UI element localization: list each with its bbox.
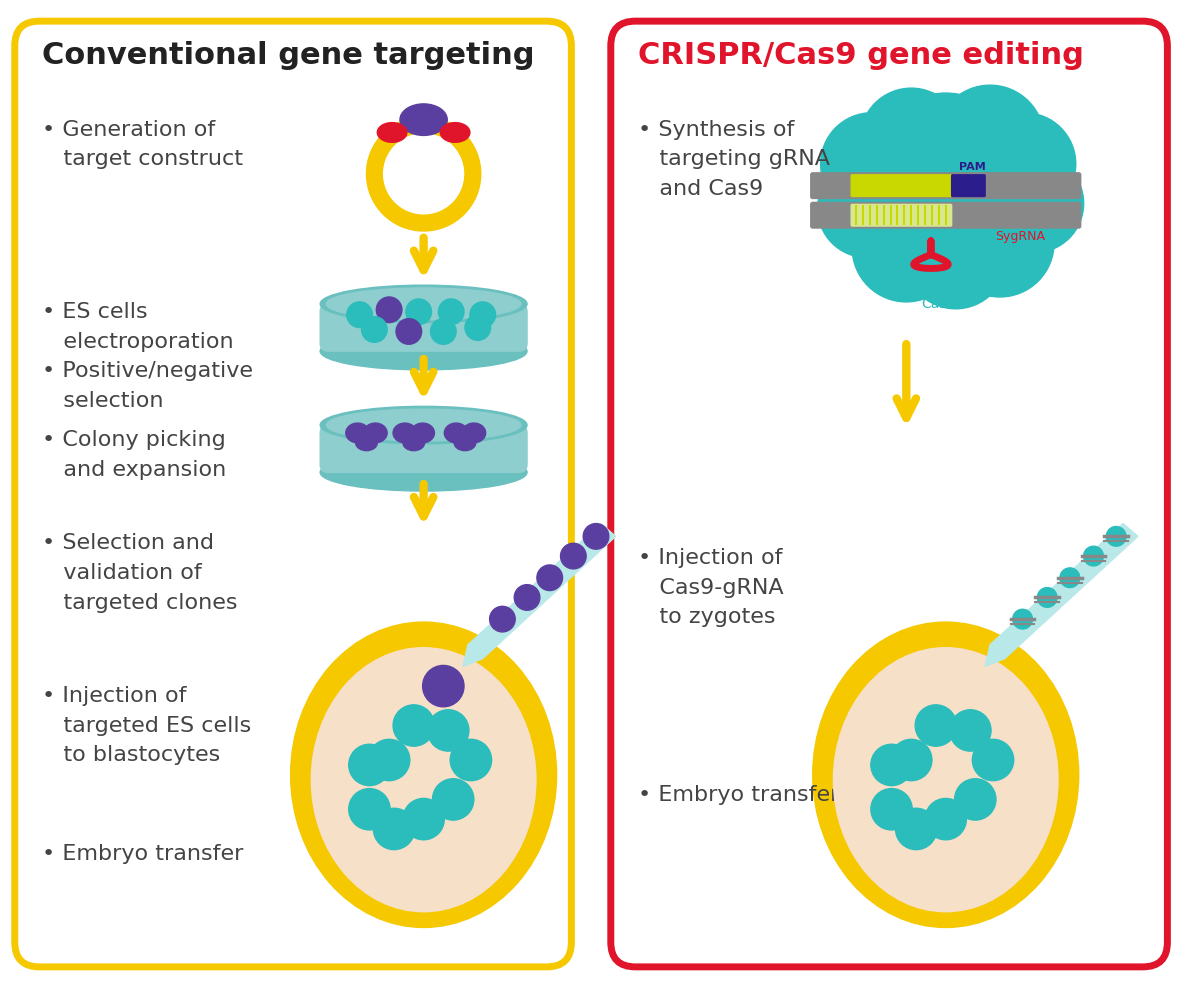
Ellipse shape	[364, 423, 388, 443]
FancyBboxPatch shape	[611, 21, 1168, 967]
Circle shape	[438, 299, 464, 324]
Circle shape	[349, 788, 390, 830]
Circle shape	[373, 808, 415, 850]
FancyBboxPatch shape	[320, 304, 527, 351]
Ellipse shape	[346, 423, 370, 443]
Circle shape	[470, 302, 496, 327]
Circle shape	[560, 543, 586, 569]
Circle shape	[1084, 546, 1103, 566]
Circle shape	[875, 93, 1016, 235]
Circle shape	[1037, 587, 1057, 607]
Ellipse shape	[355, 435, 377, 451]
Circle shape	[422, 666, 464, 707]
Circle shape	[1106, 526, 1126, 546]
Circle shape	[1060, 568, 1080, 587]
Polygon shape	[468, 523, 616, 659]
Circle shape	[536, 565, 563, 590]
Circle shape	[821, 113, 923, 216]
Ellipse shape	[834, 648, 1058, 912]
Ellipse shape	[377, 123, 407, 142]
FancyBboxPatch shape	[811, 173, 1081, 199]
Text: • Embryo transfer: • Embryo transfer	[638, 784, 840, 805]
Text: • Embryo transfer: • Embryo transfer	[42, 844, 244, 863]
Polygon shape	[985, 645, 1004, 667]
Text: • Injection of
   Cas9-gRNA
   to zygotes: • Injection of Cas9-gRNA to zygotes	[638, 548, 784, 627]
Circle shape	[925, 798, 966, 840]
Ellipse shape	[320, 454, 527, 492]
Text: CRISPR/Cas9 gene editing: CRISPR/Cas9 gene editing	[638, 41, 1085, 70]
Circle shape	[949, 710, 991, 751]
Circle shape	[515, 584, 540, 610]
Circle shape	[361, 316, 388, 342]
Circle shape	[377, 297, 402, 322]
Text: • Generation of
   target construct: • Generation of target construct	[42, 120, 244, 169]
Circle shape	[871, 788, 912, 830]
Circle shape	[464, 315, 491, 340]
Circle shape	[817, 159, 916, 257]
Ellipse shape	[444, 423, 468, 443]
Circle shape	[901, 144, 1030, 272]
Circle shape	[396, 318, 421, 344]
Circle shape	[905, 207, 1007, 309]
FancyBboxPatch shape	[851, 205, 952, 226]
Ellipse shape	[400, 104, 448, 135]
FancyBboxPatch shape	[811, 203, 1081, 228]
Ellipse shape	[326, 288, 521, 319]
Text: Conventional gene targeting: Conventional gene targeting	[42, 41, 535, 70]
Circle shape	[583, 523, 608, 549]
Circle shape	[946, 189, 1054, 297]
Circle shape	[860, 88, 962, 191]
Ellipse shape	[410, 423, 434, 443]
Ellipse shape	[290, 622, 557, 928]
FancyBboxPatch shape	[14, 21, 571, 967]
Ellipse shape	[320, 406, 527, 444]
Text: Cas9: Cas9	[922, 297, 955, 311]
FancyBboxPatch shape	[952, 175, 985, 197]
Text: • ES cells
   electroporation
• Positive/negative
   selection: • ES cells electroporation • Positive/ne…	[42, 302, 253, 410]
Circle shape	[347, 302, 372, 327]
Circle shape	[936, 85, 1044, 194]
Circle shape	[432, 778, 474, 820]
FancyBboxPatch shape	[851, 175, 952, 197]
Circle shape	[431, 318, 456, 344]
Text: • Synthesis of
   targeting gRNA
   and Cas9: • Synthesis of targeting gRNA and Cas9	[638, 120, 830, 199]
Circle shape	[871, 745, 912, 785]
Text: SygRNA: SygRNA	[995, 230, 1045, 243]
Text: • Colony picking
   and expansion: • Colony picking and expansion	[42, 430, 227, 480]
Ellipse shape	[320, 285, 527, 322]
Text: • Selection and
   validation of
   targeted clones: • Selection and validation of targeted c…	[42, 533, 238, 612]
Polygon shape	[463, 645, 482, 667]
Ellipse shape	[454, 435, 476, 451]
Ellipse shape	[812, 622, 1079, 928]
Circle shape	[1013, 609, 1032, 629]
Circle shape	[916, 705, 956, 747]
Circle shape	[450, 740, 492, 780]
Ellipse shape	[403, 435, 425, 451]
Circle shape	[973, 113, 1075, 216]
Ellipse shape	[394, 423, 416, 443]
Ellipse shape	[311, 648, 536, 912]
Circle shape	[852, 194, 960, 302]
Text: PAM: PAM	[959, 162, 985, 172]
Circle shape	[895, 808, 937, 850]
FancyBboxPatch shape	[320, 425, 527, 473]
Circle shape	[427, 710, 469, 751]
Circle shape	[954, 778, 996, 820]
Circle shape	[403, 798, 444, 840]
Polygon shape	[990, 523, 1138, 659]
Circle shape	[368, 740, 410, 780]
Text: • Injection of
   targeted ES cells
   to blastocytes: • Injection of targeted ES cells to blas…	[42, 686, 252, 765]
Circle shape	[985, 154, 1084, 252]
Ellipse shape	[462, 423, 486, 443]
Circle shape	[972, 740, 1014, 780]
Circle shape	[394, 705, 434, 747]
Ellipse shape	[326, 409, 521, 441]
Circle shape	[406, 299, 432, 324]
Ellipse shape	[320, 332, 527, 370]
Circle shape	[490, 606, 515, 632]
Ellipse shape	[440, 123, 470, 142]
Circle shape	[349, 745, 390, 785]
Circle shape	[890, 740, 932, 780]
